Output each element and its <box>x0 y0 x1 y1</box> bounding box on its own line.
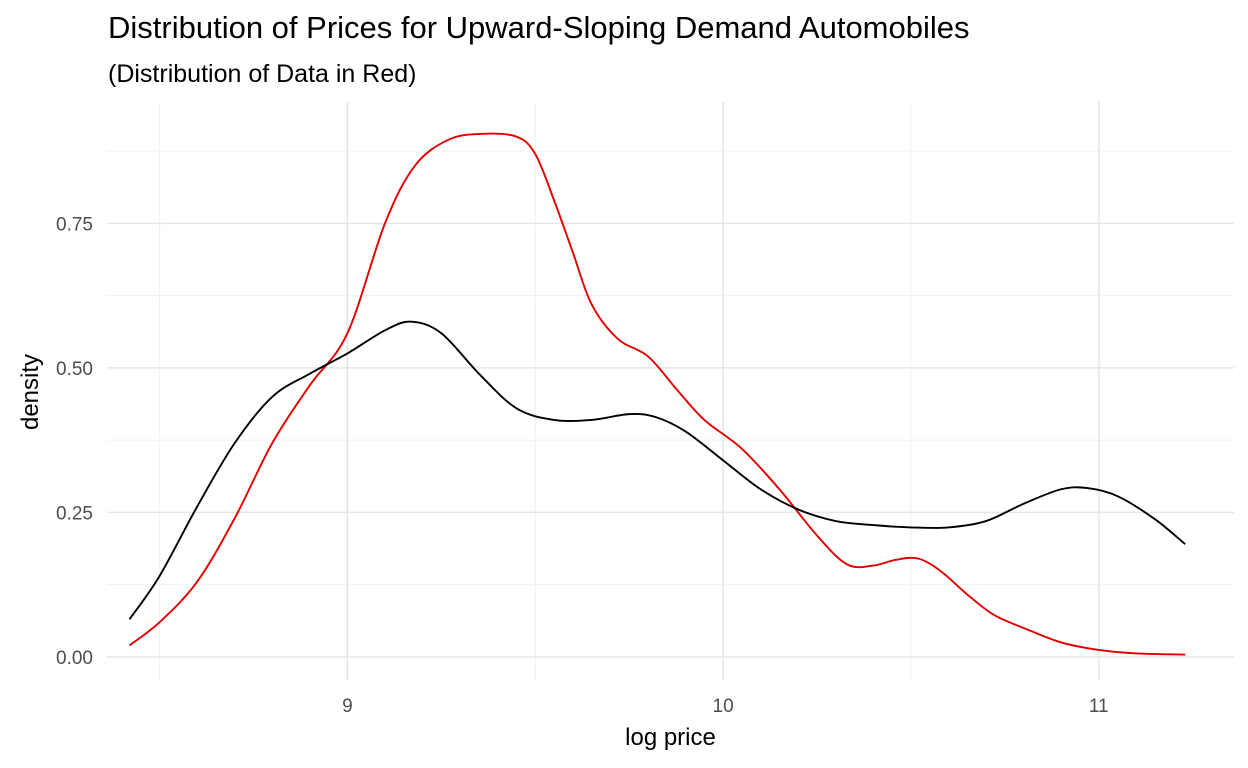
x-tick-label: 10 <box>713 696 734 717</box>
y-tick-label: 0.50 <box>56 359 93 380</box>
major-gridlines <box>107 102 1234 680</box>
x-axis-label: log price <box>625 724 716 751</box>
y-axis-label: density <box>17 353 44 431</box>
x-tick-label: 11 <box>1089 696 1109 717</box>
minor-gridlines <box>107 102 1234 680</box>
y-tick-label: 0.25 <box>56 503 93 524</box>
chart-title: Distribution of Prices for Upward-Slopin… <box>108 10 970 45</box>
y-tick-label: 0.00 <box>56 648 93 669</box>
chart-subtitle: (Distribution of Data in Red) <box>108 60 417 88</box>
y-tick-label: 0.75 <box>56 214 93 235</box>
density-line-black <box>128 320 1186 620</box>
density-line-red <box>128 132 1186 656</box>
series-layer <box>128 132 1186 656</box>
x-tick-label: 9 <box>342 696 353 717</box>
tick-labels: 9 10 11 0.00 0.25 0.50 0.75 <box>56 214 1109 717</box>
